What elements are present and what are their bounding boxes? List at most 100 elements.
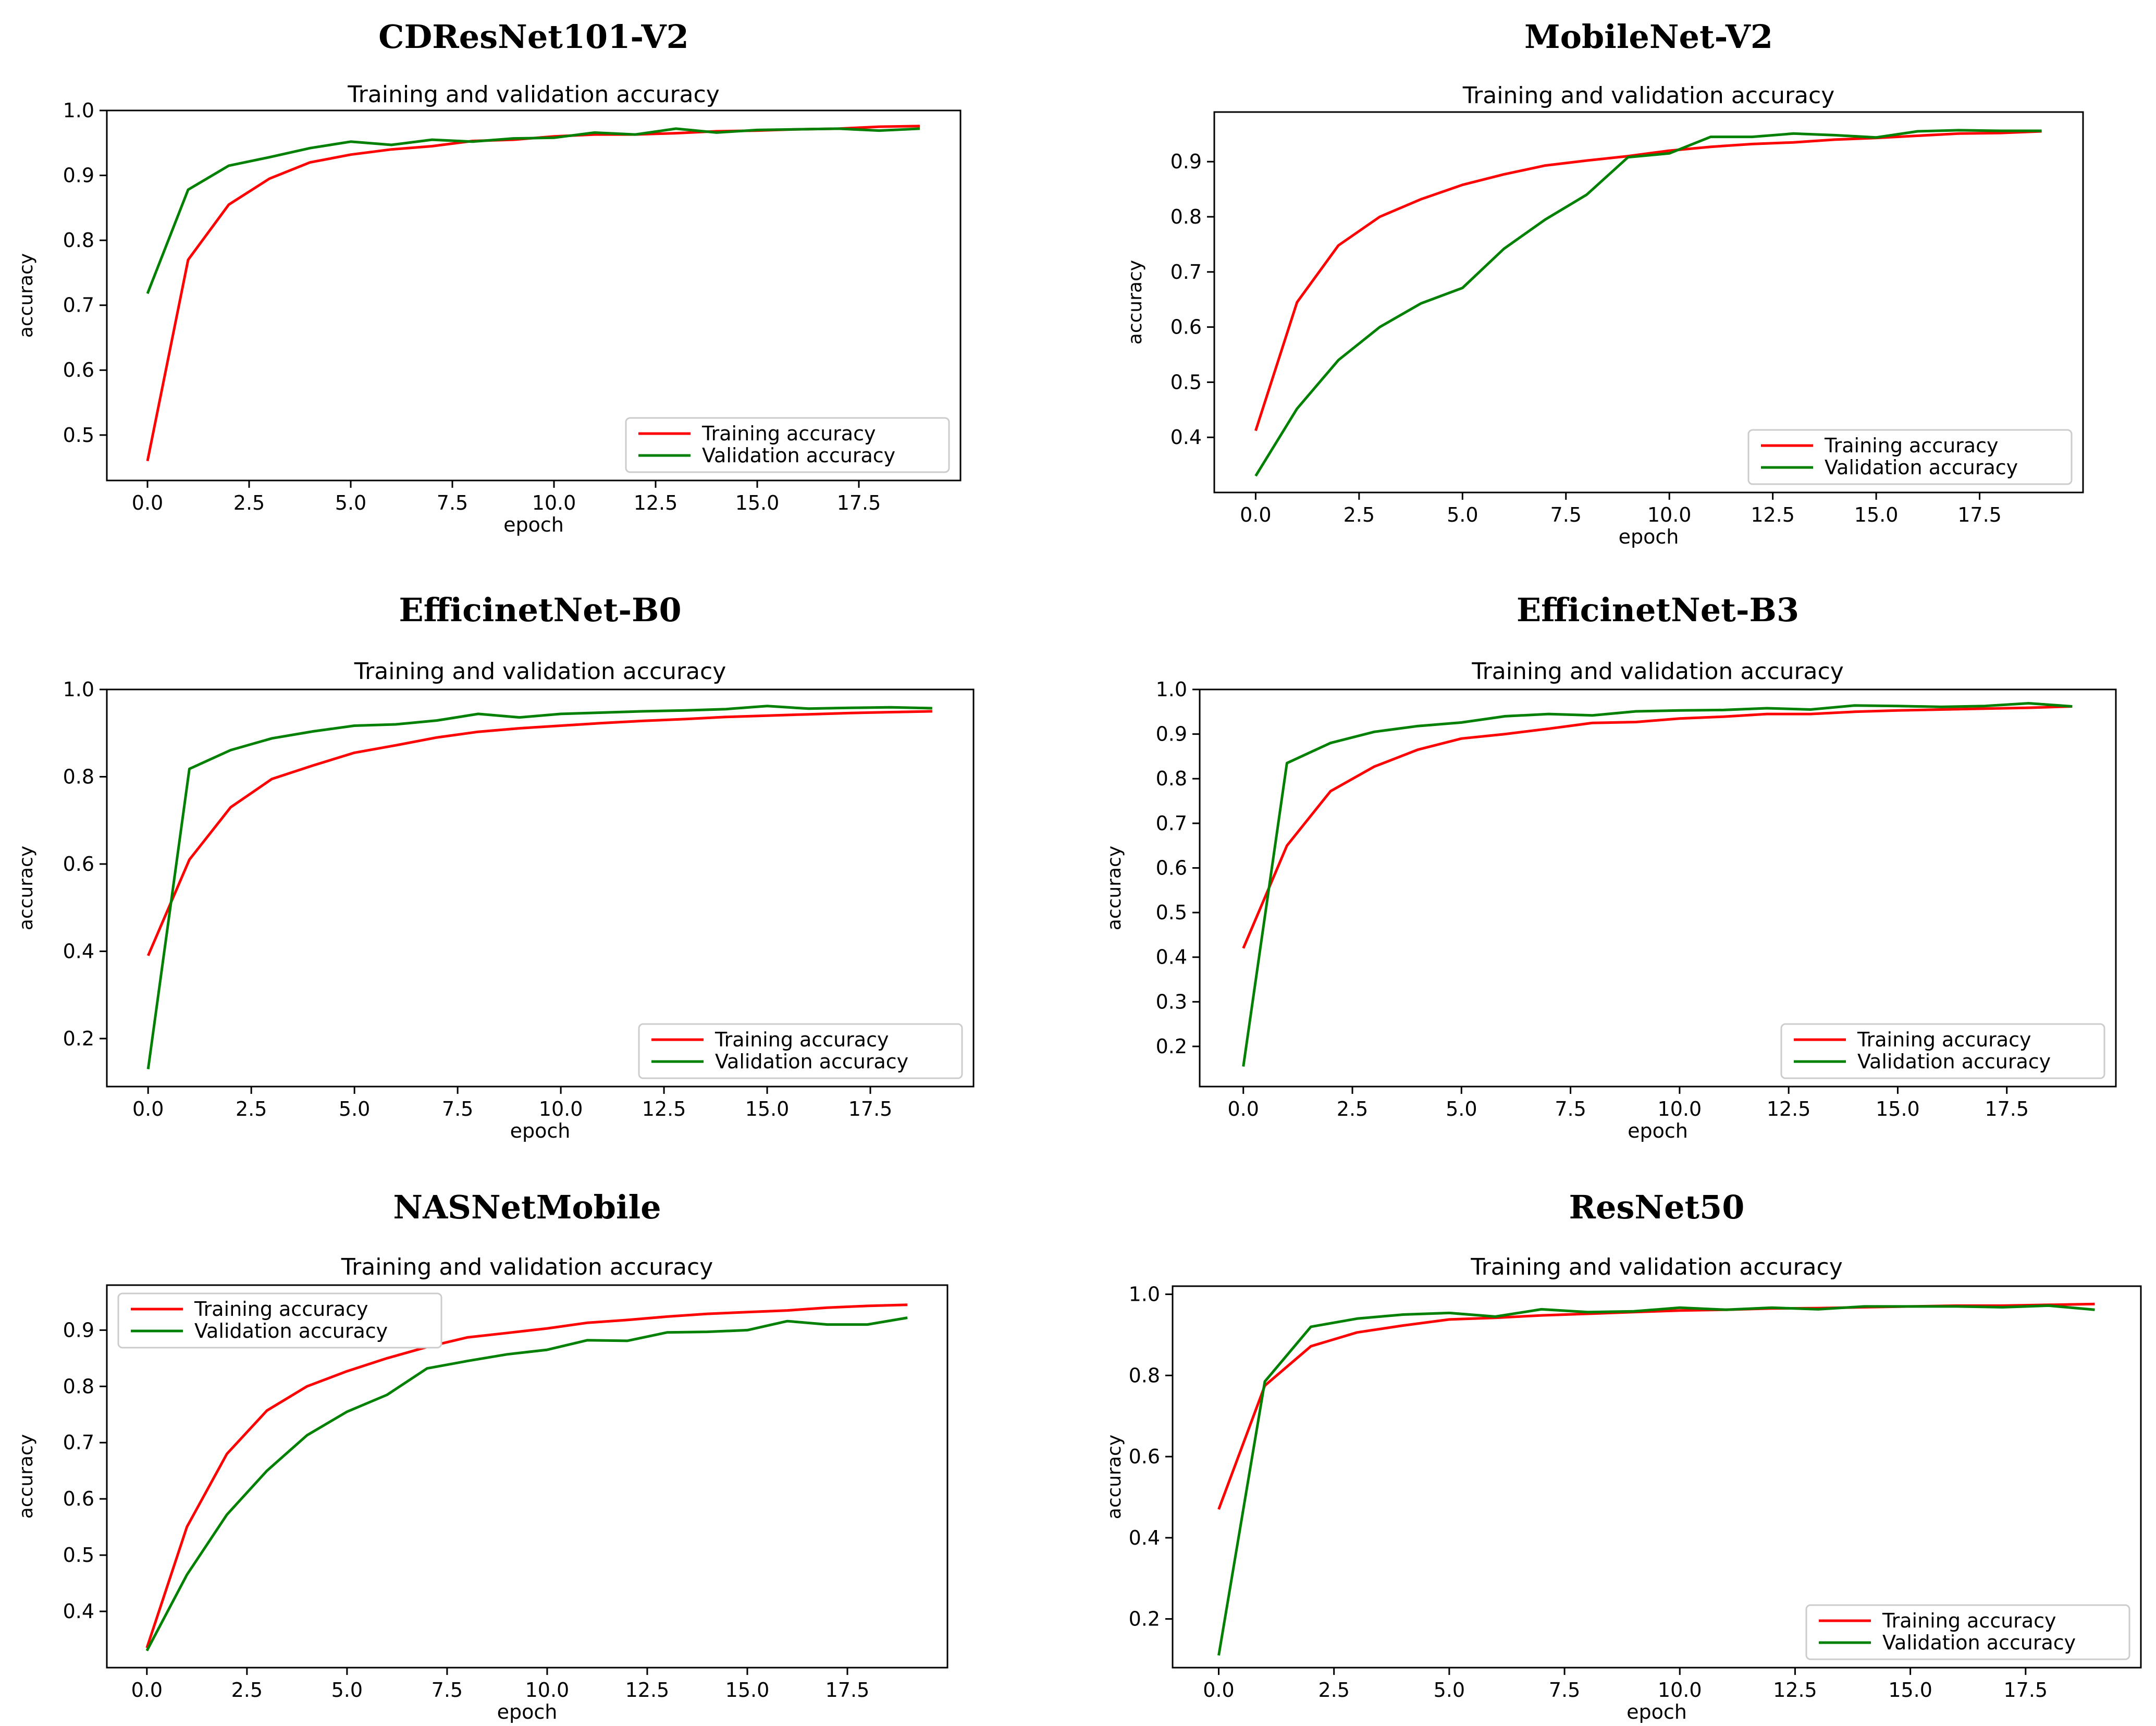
- x-tick-label: 10.0: [1647, 503, 1692, 526]
- y-tick-label: 0.6: [63, 359, 94, 381]
- x-axis-label: epoch: [503, 513, 564, 536]
- y-tick-label: 0.8: [63, 229, 94, 252]
- model-title: MobileNet-V2: [1524, 18, 1773, 56]
- chart-title: Training and validation accuracy: [1471, 658, 1844, 685]
- legend-training-label: Training accuracy: [714, 1028, 889, 1051]
- y-tick-label: 0.6: [1129, 1445, 1160, 1468]
- training-accuracy-line: [145, 1303, 908, 1648]
- y-tick-label: 0.4: [1156, 946, 1187, 969]
- x-tick-label: 12.5: [634, 491, 678, 514]
- x-tick-label: 5.0: [331, 1679, 363, 1702]
- x-tick-label: 0.0: [132, 1098, 164, 1120]
- x-tick-label: 12.5: [625, 1679, 670, 1702]
- chart-panel-3: EfficinetNet-B3 Training and validation a…: [1104, 591, 2117, 1142]
- legend-box: [625, 417, 950, 473]
- y-tick-label: 0.2: [63, 1027, 94, 1050]
- chart-title: Training and validation accuracy: [1470, 1254, 1843, 1280]
- chart-title: Training and validation accuracy: [347, 81, 720, 108]
- x-tick-label: 15.0: [725, 1679, 770, 1702]
- chart-panel-2: EfficinetNet-B0 Training and validation a…: [16, 591, 975, 1142]
- x-tick-label: 17.5: [1985, 1098, 2029, 1120]
- x-tick-label: 10.0: [532, 491, 576, 514]
- legend-box: [117, 1292, 442, 1349]
- model-title: NASNetMobile: [393, 1188, 661, 1226]
- validation-accuracy-line: [146, 127, 920, 294]
- y-tick-label: 0.4: [1129, 1526, 1160, 1549]
- legend-validation-label: Validation accuracy: [1857, 1050, 2051, 1073]
- legend-box: [1747, 429, 2073, 485]
- x-tick-label: 12.5: [642, 1098, 686, 1120]
- plot-frame: [106, 688, 975, 1088]
- x-tick-label: 12.5: [1773, 1679, 1817, 1702]
- validation-accuracy-line: [146, 705, 932, 1069]
- y-tick-label: 0.2: [1129, 1608, 1160, 1631]
- x-tick-label: 10.0: [525, 1679, 570, 1702]
- chart-title: Training and validation accuracy: [354, 658, 726, 685]
- x-tick-label: 0.0: [131, 1679, 163, 1702]
- y-tick-label: 0.4: [63, 1600, 94, 1623]
- x-tick-label: 10.0: [1658, 1098, 1702, 1120]
- validation-accuracy-line: [145, 1316, 908, 1651]
- legend-training-label: Training accuracy: [701, 422, 876, 445]
- y-tick-label: 0.8: [1171, 205, 1202, 228]
- model-title: EfficinetNet-B3: [1517, 591, 1799, 629]
- x-tick-label: 5.0: [1447, 503, 1478, 526]
- legend-validation-label: Validation accuracy: [702, 444, 895, 467]
- legend-validation-label: Validation accuracy: [194, 1320, 388, 1342]
- x-axis-label: epoch: [1619, 525, 1679, 548]
- x-tick-label: 15.0: [1854, 503, 1899, 526]
- chart-title: Training and validation accuracy: [341, 1254, 713, 1280]
- y-tick-label: 0.8: [63, 765, 94, 788]
- y-axis-label: accuracy: [1104, 1435, 1125, 1519]
- x-axis-label: epoch: [510, 1119, 571, 1142]
- y-tick-label: 0.2: [1156, 1035, 1187, 1058]
- y-tick-label: 0.9: [63, 164, 94, 187]
- y-tick-label: 0.4: [1171, 426, 1202, 449]
- x-tick-label: 15.0: [745, 1098, 790, 1120]
- y-tick-label: 0.6: [63, 853, 94, 876]
- x-tick-label: 2.5: [1337, 1098, 1368, 1120]
- y-tick-label: 1.0: [63, 678, 94, 701]
- x-tick-label: 2.5: [1318, 1679, 1349, 1702]
- y-tick-label: 0.7: [1156, 812, 1187, 835]
- y-tick-label: 0.5: [63, 424, 94, 447]
- y-tick-label: 0.8: [63, 1375, 94, 1398]
- x-tick-label: 7.5: [437, 491, 468, 514]
- plot-frame: [1172, 1285, 2142, 1669]
- x-tick-label: 2.5: [233, 491, 265, 514]
- x-tick-label: 15.0: [735, 491, 780, 514]
- legend-validation-label: Validation accuracy: [715, 1050, 908, 1073]
- x-tick-label: 0.0: [1227, 1098, 1259, 1120]
- training-accuracy-line: [1254, 130, 2042, 432]
- y-axis-label: accuracy: [1104, 846, 1125, 930]
- x-tick-label: 5.0: [1434, 1679, 1465, 1702]
- x-tick-label: 7.5: [1550, 503, 1582, 526]
- x-tick-label: 17.5: [826, 1679, 870, 1702]
- training-accuracy-line: [146, 710, 932, 956]
- x-tick-label: 12.5: [1767, 1098, 1811, 1120]
- x-tick-label: 12.5: [1751, 503, 1795, 526]
- y-tick-label: 0.6: [1156, 856, 1187, 879]
- y-tick-label: 0.4: [63, 940, 94, 963]
- x-tick-label: 17.5: [2004, 1679, 2048, 1702]
- x-tick-label: 15.0: [1888, 1679, 1932, 1702]
- y-tick-label: 0.9: [1171, 150, 1202, 173]
- y-axis-label: accuracy: [1125, 260, 1146, 344]
- y-tick-label: 0.9: [63, 1318, 94, 1341]
- y-axis-label: accuracy: [16, 846, 37, 930]
- legend-validation-label: Validation accuracy: [1882, 1631, 2076, 1654]
- validation-accuracy-line: [1254, 129, 2042, 477]
- x-tick-label: 7.5: [1555, 1098, 1586, 1120]
- x-tick-label: 0.0: [132, 491, 163, 514]
- y-tick-label: 0.8: [1156, 767, 1187, 790]
- x-tick-label: 17.5: [837, 491, 881, 514]
- plot-frame: [106, 109, 962, 482]
- y-tick-label: 1.0: [63, 99, 94, 122]
- x-tick-label: 5.0: [335, 491, 366, 514]
